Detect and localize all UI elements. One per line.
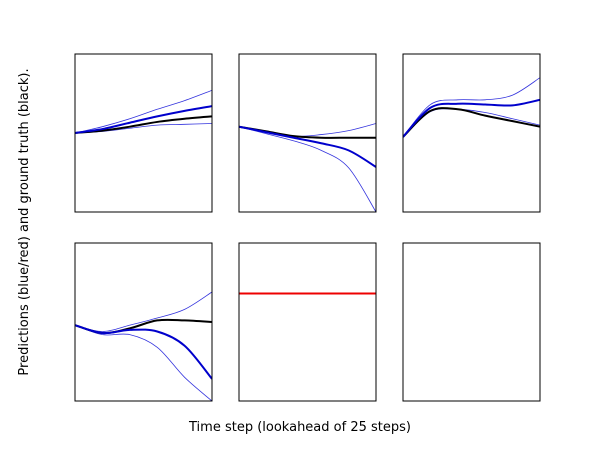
series-line-prediction-mean xyxy=(403,98,540,138)
series-line-prediction-mean xyxy=(239,125,376,168)
subplot-frame xyxy=(402,53,541,213)
series-line-prediction-lower xyxy=(239,126,376,212)
y-axis-label: Predictions (blue/red) and ground truth … xyxy=(17,68,32,375)
subplot-6 xyxy=(402,242,541,402)
x-axis-label: Time step (lookahead of 25 steps) xyxy=(188,420,411,435)
subplot-5 xyxy=(238,242,377,402)
series-line-prediction-upper xyxy=(75,291,212,332)
subplot-frame xyxy=(74,53,213,213)
series-line-ground-truth xyxy=(403,107,540,138)
subplot-4 xyxy=(74,242,213,402)
series-line-prediction-mean xyxy=(75,324,212,380)
subplot-2 xyxy=(238,53,377,213)
subplot-frame xyxy=(402,242,541,402)
series-line-prediction-mean xyxy=(75,105,212,134)
subplot-frame xyxy=(238,53,377,213)
subplot-frame xyxy=(74,242,213,402)
subplot-1 xyxy=(74,53,213,213)
subplot-3 xyxy=(402,53,541,213)
subplot-grid xyxy=(74,53,541,402)
series-line-prediction-upper xyxy=(75,89,212,134)
series-line-prediction-lower xyxy=(75,324,212,401)
series-line-ground-truth xyxy=(75,115,212,134)
subplot-frame xyxy=(238,242,377,402)
series-line-prediction-upper xyxy=(403,77,540,138)
